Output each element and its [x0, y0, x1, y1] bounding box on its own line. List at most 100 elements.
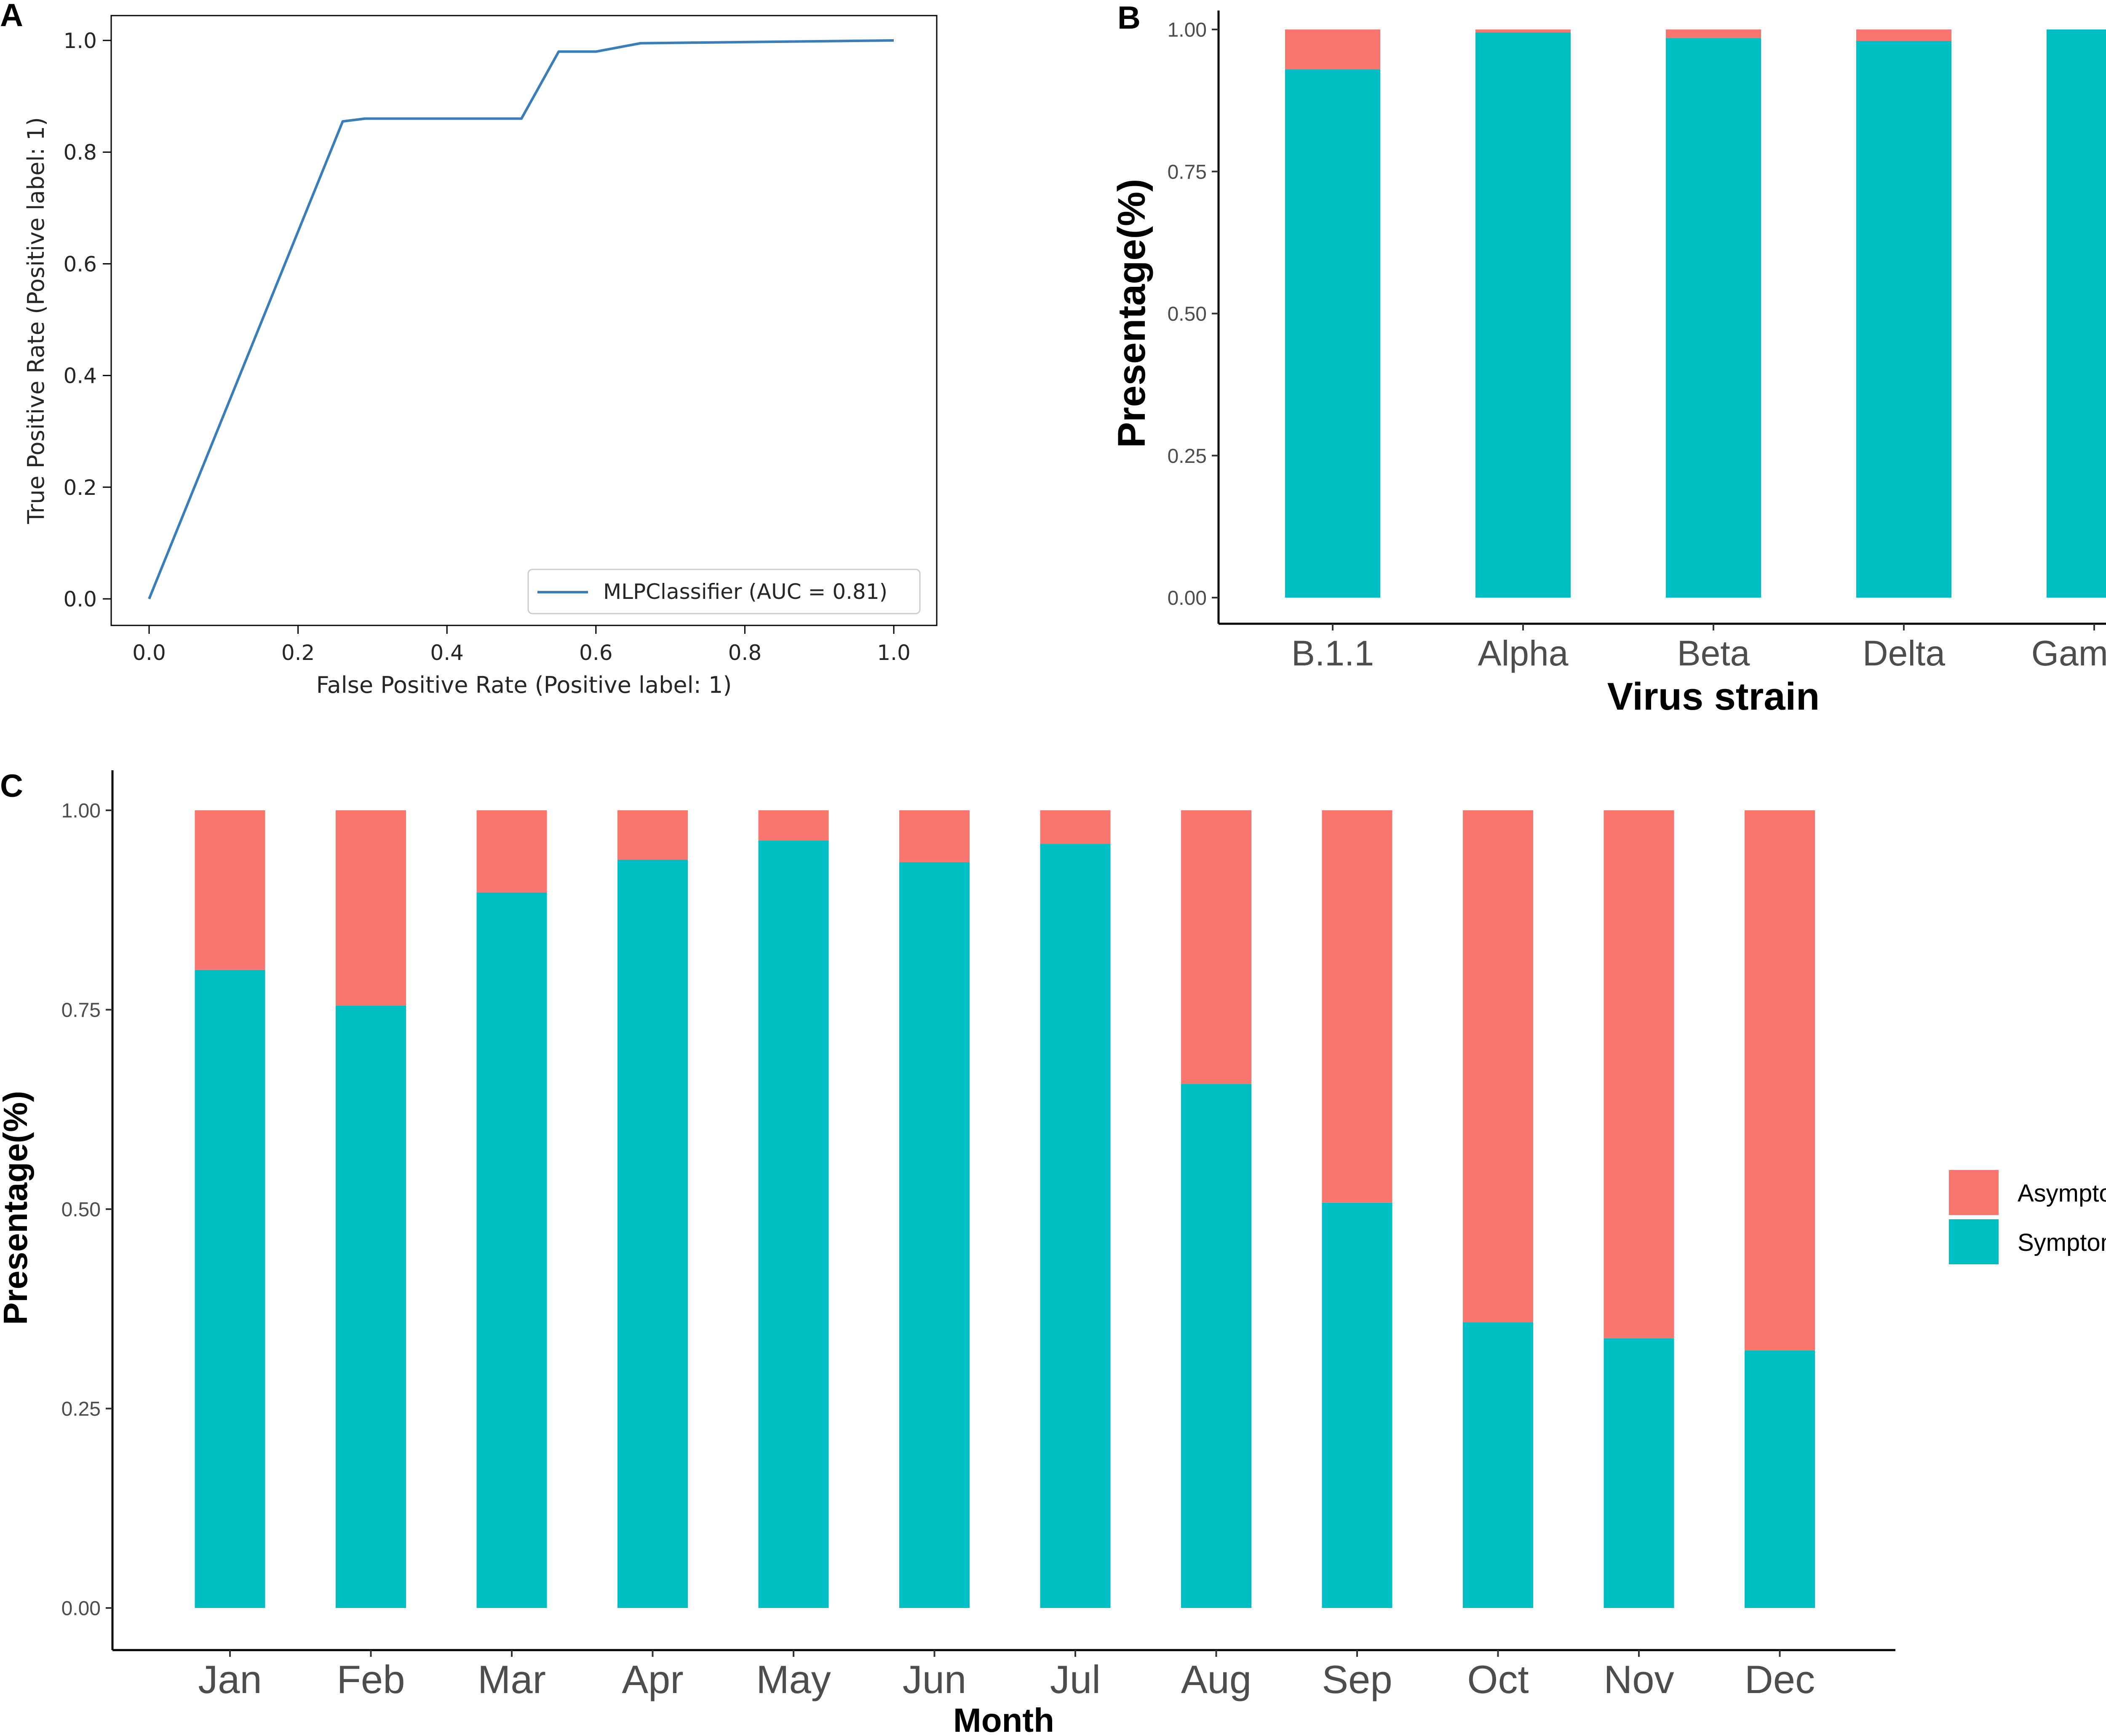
- bar-asymptomatic: [758, 810, 829, 841]
- y-tick-label: 0.75: [1168, 161, 1207, 183]
- bar-asymptomatic: [195, 810, 265, 970]
- panel-label-a: A: [0, 0, 23, 33]
- bar-asymptomatic: [1666, 29, 1761, 38]
- panel-label-c: C: [0, 768, 23, 804]
- month-bars: [195, 810, 1815, 1608]
- roc-x-tick-label: 0.2: [281, 641, 315, 665]
- x-tick-label: Beta: [1677, 633, 1750, 673]
- strain-y-axis-label: Presentage(%): [1110, 179, 1153, 448]
- strain-bars: [1285, 29, 2106, 598]
- x-tick-label: Aug: [1181, 1657, 1251, 1701]
- bar-symptomatic: [336, 1006, 406, 1608]
- roc-y-tick-label: 0.8: [63, 140, 97, 165]
- month-x-ticks: Jan Feb Mar Apr May Jun Jul Aug Sep Oct Nov Dec: [198, 1650, 1815, 1701]
- strain-x-axis-label: Virus strain: [1607, 675, 1820, 718]
- month-y-ticks: 0.00 0.25 0.50 0.75 1.00: [61, 800, 112, 1620]
- bar-symptomatic: [1745, 1350, 1815, 1608]
- strain-x-ticks: B.1.1 Alpha Beta Delta Gamma: [1291, 624, 2106, 673]
- y-tick-label: 0.25: [1168, 445, 1207, 467]
- bar-symptomatic: [1322, 1202, 1392, 1608]
- bar-asymptomatic: [1463, 810, 1533, 1322]
- x-tick-label: Alpha: [1478, 633, 1569, 673]
- x-tick-label: Jun: [903, 1657, 967, 1701]
- x-tick-label: Dec: [1745, 1657, 1815, 1701]
- bar-symptomatic: [1181, 1084, 1251, 1608]
- bar-asymptomatic: [1285, 29, 1380, 69]
- roc-legend: MLPClassifier (AUC = 0.81): [527, 569, 921, 614]
- roc-legend-box: [527, 569, 921, 614]
- y-tick-label: 0.50: [61, 1199, 101, 1221]
- x-tick-label: Delta: [1863, 633, 1945, 673]
- bar-asymptomatic: [1475, 29, 1571, 32]
- x-tick-label: Nov: [1604, 1657, 1674, 1701]
- roc-x-tick-label: 0.8: [728, 641, 762, 665]
- roc-x-ticks: 0.0 0.2 0.4 0.6 0.8 1.0: [132, 625, 911, 665]
- bar-symptomatic: [2047, 29, 2106, 598]
- roc-y-tick-label: 1.0: [63, 29, 97, 53]
- bar-symptomatic: [1463, 1322, 1533, 1608]
- bar-asymptomatic: [336, 810, 406, 1006]
- roc-curve-line: [148, 39, 894, 600]
- x-tick-label: B.1.1: [1291, 633, 1374, 673]
- roc-x-tick-label: 0.0: [132, 641, 166, 665]
- bar-symptomatic: [1604, 1338, 1674, 1608]
- x-tick-label: Mar: [478, 1657, 546, 1701]
- legend-swatch-asymptomatic: [1949, 1170, 1999, 1215]
- bar-symptomatic: [1666, 38, 1761, 598]
- bar-asymptomatic: [1604, 810, 1674, 1338]
- y-tick-label: 1.00: [1168, 19, 1207, 41]
- y-tick-label: 0.00: [61, 1597, 101, 1620]
- bar-asymptomatic: [617, 810, 688, 860]
- x-tick-label: Jan: [198, 1657, 262, 1701]
- month-x-axis-label: Month: [953, 1701, 1054, 1736]
- x-tick-label: Jul: [1050, 1657, 1101, 1701]
- legend-label-symptomatic: Symptomatic: [2018, 1229, 2106, 1256]
- bar-symptomatic: [1040, 844, 1111, 1608]
- panel-label-b: B: [1117, 0, 1141, 36]
- y-tick-label: 0.50: [1168, 303, 1207, 326]
- legend-label-asymptomatic: Asymptomatic: [2018, 1180, 2106, 1207]
- bar-asymptomatic: [1322, 810, 1392, 1203]
- y-tick-label: 0.75: [61, 999, 101, 1022]
- roc-y-tick-label: 0.2: [63, 475, 97, 500]
- bar-symptomatic: [195, 969, 265, 1608]
- roc-y-axis-label: True Positive Rate (Positive label: 1): [23, 117, 49, 524]
- roc-x-tick-label: 0.4: [430, 641, 464, 665]
- strain-bar-chart: 0.00 0.25 0.50 0.75 1.00 B.1.1 Alpha Beta Delta…: [1110, 11, 2106, 718]
- roc-y-tick-label: 0.6: [63, 252, 97, 276]
- roc-y-tick-label: 0.4: [63, 364, 97, 388]
- roc-legend-label: MLPClassifier (AUC = 0.81): [603, 580, 887, 604]
- roc-x-tick-label: 1.0: [877, 641, 911, 665]
- x-tick-label: Oct: [1467, 1657, 1529, 1701]
- bar-symptomatic: [1856, 40, 1951, 598]
- y-tick-label: 1.00: [61, 800, 101, 822]
- strain-y-ticks: 0.00 0.25 0.50 0.75 1.00: [1168, 19, 1219, 609]
- month-bar-chart: 0.000.250.500.751.00 Jan Feb Mar Apr May Jun J…: [0, 770, 2106, 1736]
- month-legend: Asymptomatic Symptomatic: [1949, 1170, 2106, 1264]
- roc-x-tick-label: 0.6: [579, 641, 613, 665]
- month-y-axis-label: Presentage(%): [0, 1091, 34, 1325]
- x-tick-label: Sep: [1322, 1657, 1392, 1701]
- roc-axes-frame: [110, 15, 938, 626]
- roc-x-axis-label: False Positive Rate (Positive label: 1): [316, 672, 732, 698]
- bar-symptomatic: [1285, 69, 1380, 598]
- x-tick-label: Apr: [622, 1657, 683, 1701]
- x-tick-label: May: [756, 1657, 831, 1701]
- bar-asymptomatic: [1745, 810, 1815, 1351]
- bar-asymptomatic: [1856, 29, 1951, 41]
- bar-symptomatic: [476, 892, 547, 1608]
- y-tick-label: 0.25: [61, 1398, 101, 1421]
- bar-symptomatic: [1475, 32, 1571, 598]
- bar-asymptomatic: [1040, 810, 1111, 844]
- roc-chart: 0.0 0.2 0.4 0.6 0.8 1.0 0.0 0.2 0.4 0.6 0.8 1.0 ML…: [23, 15, 938, 698]
- roc-y-ticks: 0.0 0.2 0.4 0.6 0.8 1.0: [63, 29, 111, 612]
- bar-asymptomatic: [1181, 810, 1251, 1084]
- bar-symptomatic: [899, 862, 970, 1608]
- y-tick-label: 0.00: [1168, 587, 1207, 609]
- legend-swatch-symptomatic: [1949, 1219, 1999, 1264]
- x-tick-label: Gamma: [2031, 633, 2106, 673]
- roc-y-tick-label: 0.0: [63, 587, 97, 612]
- x-tick-label: Feb: [337, 1657, 405, 1701]
- bar-asymptomatic: [476, 810, 547, 893]
